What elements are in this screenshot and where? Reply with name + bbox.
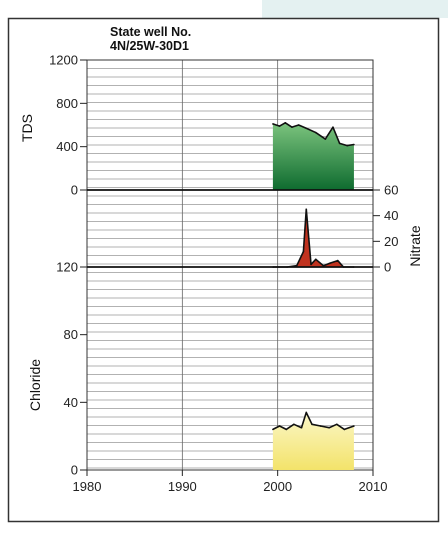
- chloride-point: [353, 425, 355, 427]
- x-tick-label: 2000: [263, 479, 292, 494]
- chloride-ytick-label: 40: [64, 395, 78, 410]
- chloride-axis-label: Chloride: [27, 359, 43, 411]
- tds-point: [297, 124, 300, 126]
- nitrate-ytick-label: 60: [384, 183, 398, 198]
- tds-point: [291, 126, 293, 128]
- tds-point: [324, 138, 327, 140]
- x-tick-label: 1980: [73, 479, 102, 494]
- nitrate-ytick-label: 20: [384, 234, 398, 249]
- chloride-ytick-label: 0: [71, 463, 78, 478]
- nitrate-point: [302, 250, 305, 253]
- header-band: [262, 0, 448, 18]
- tds-point: [278, 125, 281, 127]
- chloride-line: [272, 411, 355, 431]
- tds-point: [338, 142, 341, 145]
- chloride-point: [300, 426, 303, 429]
- chloride-point: [285, 428, 288, 431]
- chloride-point: [293, 423, 295, 426]
- tds-axis-label: TDS: [19, 114, 35, 142]
- plot-area-border: [86, 59, 374, 471]
- x-tick-label: 1990: [168, 479, 197, 494]
- chloride-area: [272, 412, 354, 470]
- chloride-ytick-label: 80: [64, 327, 78, 342]
- tds-ytick-label: 0: [71, 183, 78, 198]
- x-tick-label: 2010: [359, 479, 388, 494]
- tds-point: [284, 122, 287, 124]
- nitrate-point: [329, 262, 331, 264]
- tds-point: [332, 126, 334, 128]
- chloride-point: [305, 411, 308, 414]
- tds-area: [272, 122, 354, 190]
- tds-line: [272, 122, 355, 147]
- chart-title-line1: State well No.: [110, 25, 191, 39]
- chloride-ytick-label: 120: [56, 260, 78, 275]
- chloride-point: [319, 425, 322, 427]
- nitrate-point: [315, 258, 317, 261]
- nitrate-ytick-label: 40: [384, 208, 398, 223]
- nitrate-point: [310, 263, 312, 266]
- tds-point: [353, 143, 355, 146]
- nitrate-point: [305, 208, 308, 211]
- tds-point: [346, 144, 349, 147]
- tds-point: [315, 131, 317, 134]
- chloride-point: [328, 426, 330, 429]
- tds-ytick-label: 800: [56, 96, 78, 111]
- chloride-point: [335, 423, 338, 426]
- nitrate-point: [336, 259, 339, 262]
- nitrate-axis-label: Nitrate: [407, 225, 423, 266]
- chloride-point: [278, 425, 281, 427]
- chloride-point: [272, 428, 274, 431]
- nitrate-line: [272, 208, 354, 268]
- chloride-point: [343, 428, 346, 431]
- tds-point: [272, 123, 274, 125]
- tds-ytick-label: 1200: [49, 53, 78, 68]
- tds-ytick-label: 400: [56, 139, 78, 154]
- chart-title-line2: 4N/25W-30D1: [110, 39, 189, 53]
- tds-point: [305, 127, 308, 130]
- nitrate-ytick-label: 0: [384, 260, 391, 275]
- chloride-point: [311, 423, 313, 426]
